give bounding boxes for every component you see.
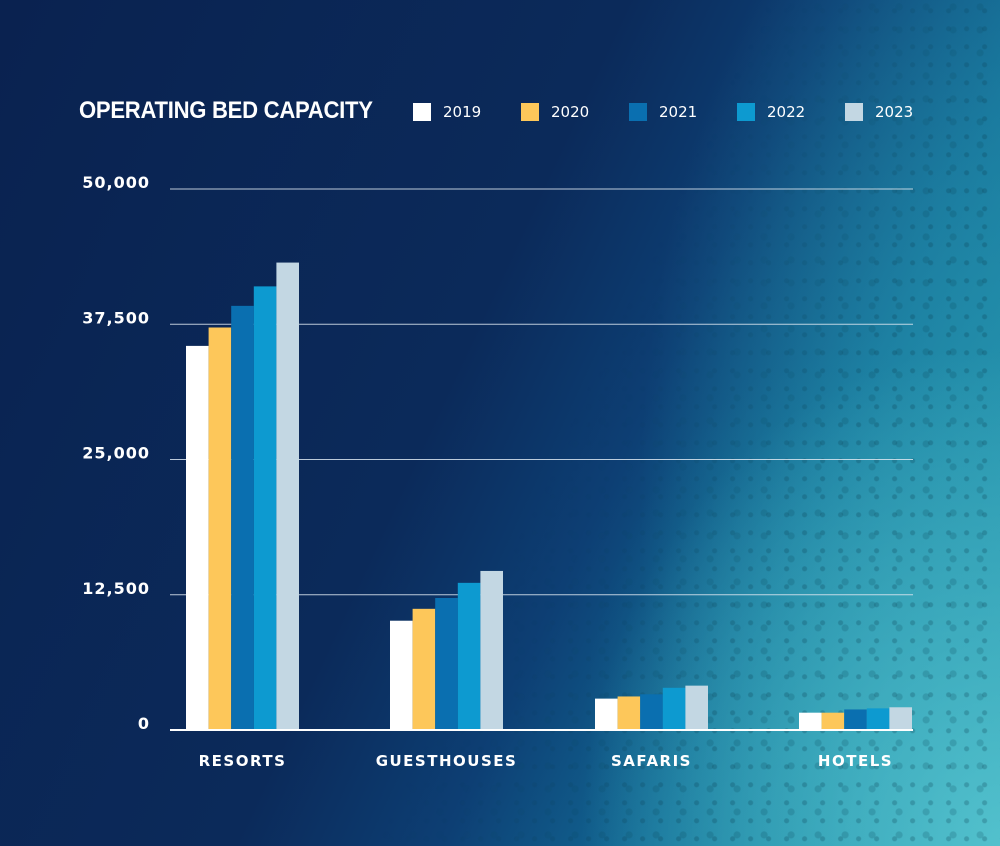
bar-resorts-2023	[276, 262, 299, 730]
bar-safaris-2023	[685, 685, 708, 730]
bar-resorts-2019	[186, 345, 209, 730]
chart-title: OPERATING BED CAPACITY	[79, 97, 373, 124]
legend-swatch-2022	[737, 103, 755, 121]
bar-hotels-2019	[799, 712, 822, 730]
y-tick-label: 0	[138, 714, 150, 733]
legend-item-2021: 2021	[629, 103, 697, 121]
bar-hotels-2022	[866, 708, 890, 730]
x-category-label: RESORTS	[199, 752, 287, 770]
bar-hotels-2023	[889, 707, 912, 730]
legend-label-2020: 2020	[551, 103, 590, 121]
y-tick-label: 12,500	[82, 579, 150, 598]
legend-swatch-2019	[413, 103, 431, 121]
bar-guesthouses-2022	[457, 582, 481, 730]
y-tick-label: 25,000	[82, 444, 150, 463]
x-axis-categories: RESORTS GUESTHOUSES SAFARIS HOTELS	[199, 752, 893, 770]
legend-item-2023: 2023	[845, 103, 913, 121]
legend-label-2023: 2023	[875, 103, 914, 121]
x-category-label: HOTELS	[818, 752, 893, 770]
bar-resorts-2021	[231, 305, 254, 730]
bar-safaris-2022	[662, 687, 686, 730]
bar-safaris-2020	[617, 696, 641, 730]
legend-label-2019: 2019	[443, 103, 482, 121]
bar-guesthouses-2019	[390, 620, 413, 730]
bar-guesthouses-2023	[480, 570, 503, 730]
legend-swatch-2020	[521, 103, 539, 121]
legend-label-2021: 2021	[659, 103, 698, 121]
bar-safaris-2021	[640, 694, 663, 730]
bar-hotels-2021	[844, 709, 867, 730]
legend-swatch-2023	[845, 103, 863, 121]
y-tick-label: 37,500	[82, 308, 150, 327]
bar-hotels-2020	[821, 712, 845, 730]
bar-safaris-2019	[595, 698, 618, 730]
bars	[186, 262, 912, 730]
y-axis-ticks: 0 12,500 25,000 37,500 50,000	[82, 173, 150, 733]
legend-item-2022: 2022	[737, 103, 805, 121]
legend-item-2019: 2019	[413, 103, 481, 121]
bar-resorts-2022	[253, 286, 277, 730]
legend-label-2022: 2022	[767, 103, 806, 121]
bar-resorts-2020	[208, 327, 232, 730]
bar-guesthouses-2021	[435, 597, 458, 730]
x-category-label: GUESTHOUSES	[376, 752, 518, 770]
bar-guesthouses-2020	[412, 608, 436, 730]
legend-item-2020: 2020	[521, 103, 589, 121]
x-category-label: SAFARIS	[611, 752, 692, 770]
legend-swatch-2021	[629, 103, 647, 121]
y-tick-label: 50,000	[82, 173, 150, 192]
